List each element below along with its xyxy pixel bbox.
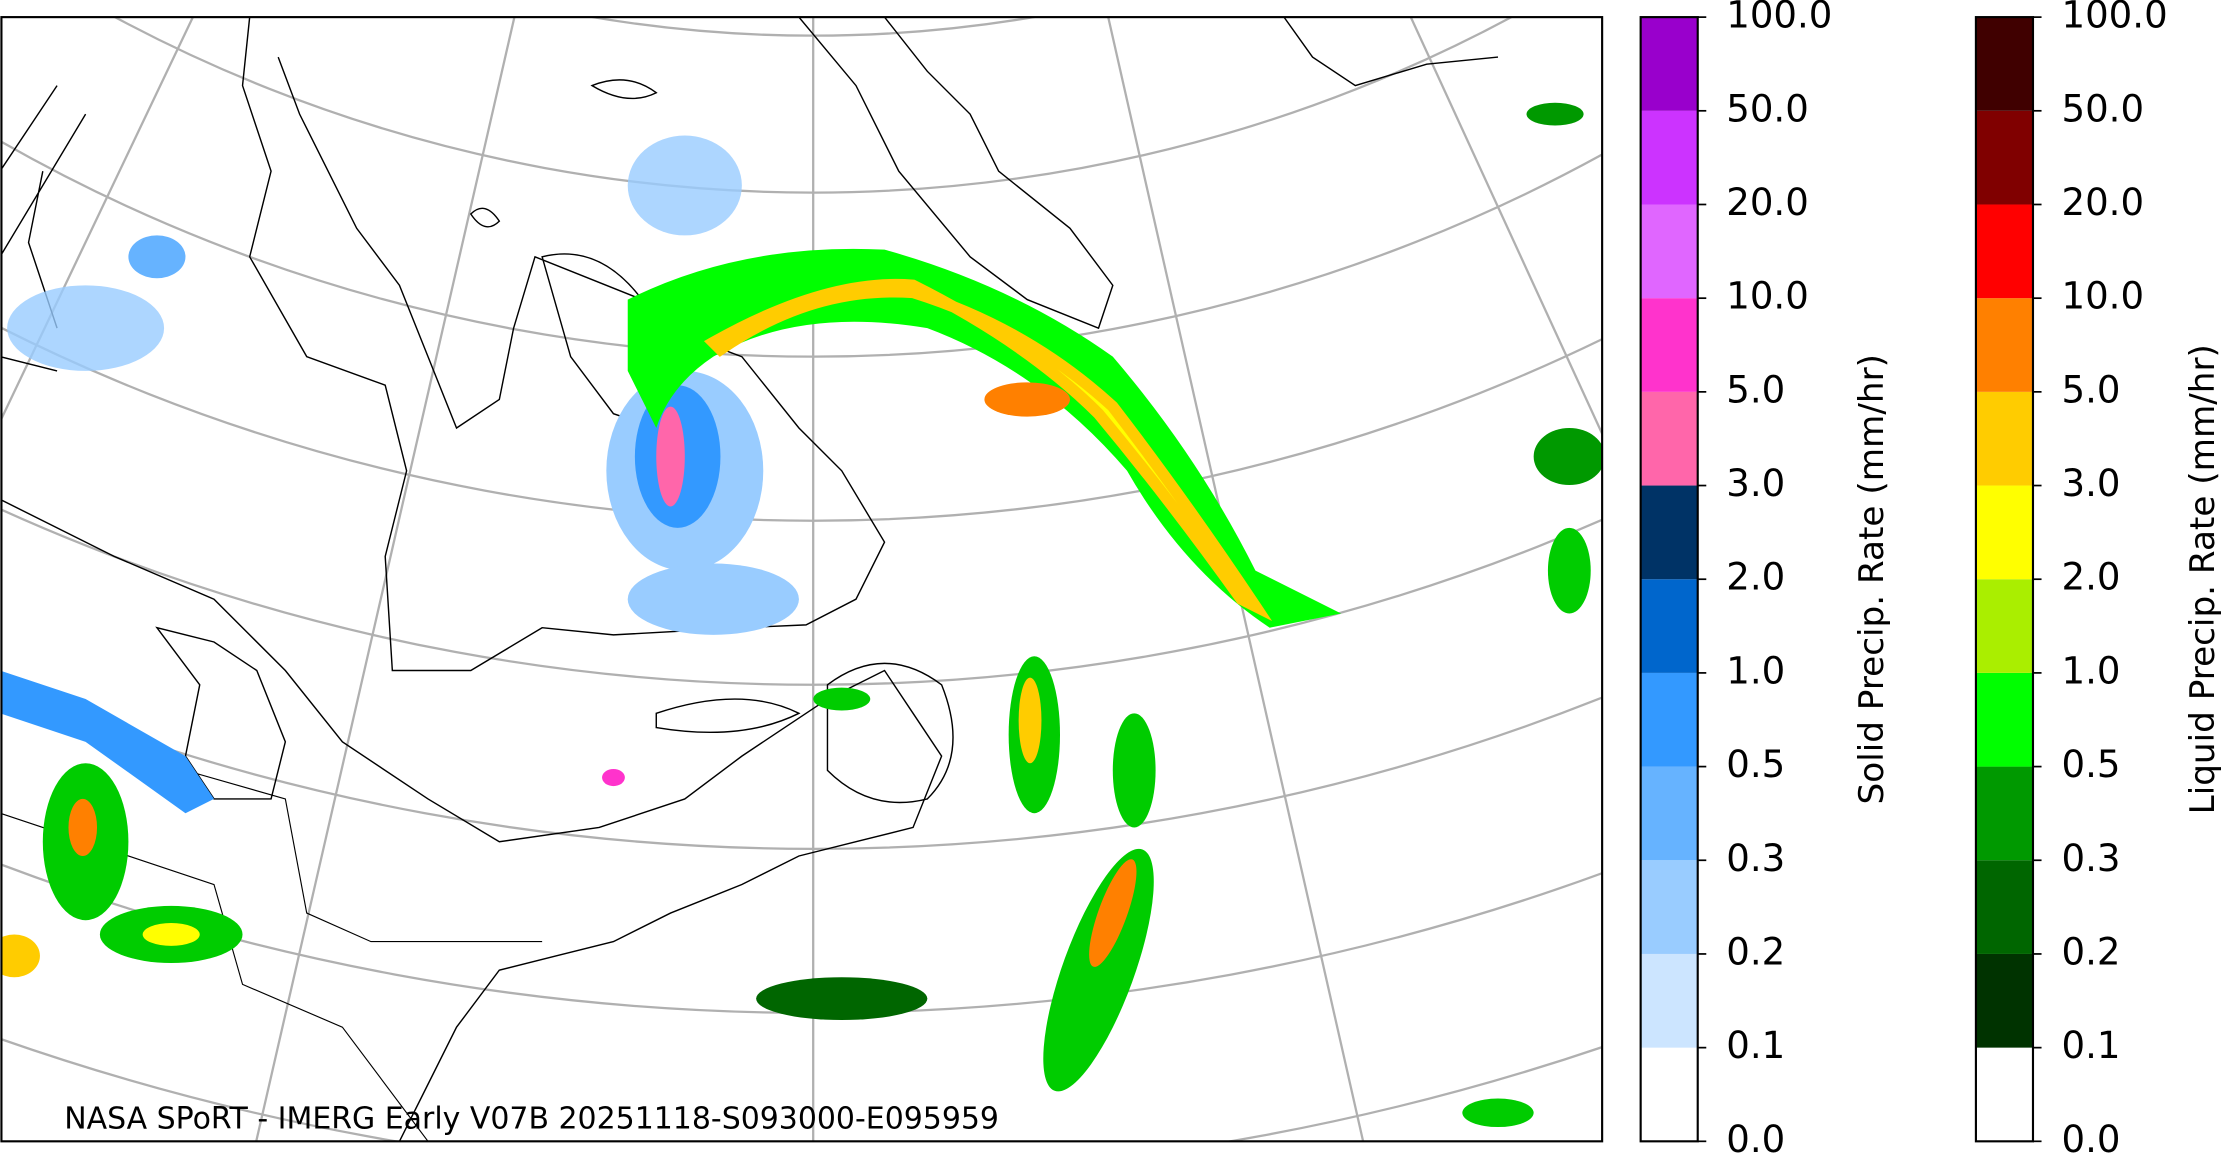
colorbar-tick-label: 0.1 <box>1726 1024 1785 1067</box>
caption: NASA SPoRT - IMERG Early V07B 20251118-S… <box>64 1101 999 1136</box>
colorbar-band <box>1640 17 1698 111</box>
colorbar-band <box>1975 766 2033 861</box>
colorbar-band <box>1640 672 1698 767</box>
colorbar-band <box>1975 579 2033 673</box>
colorbar-tick-label: 0.2 <box>2062 930 2121 973</box>
colorbar-tick-label: 2.0 <box>1726 556 1785 599</box>
colorbar-band <box>1975 672 2033 767</box>
colorbar-band <box>1975 17 2033 111</box>
colorbar-band <box>1640 110 1698 205</box>
colorbar-tick-label: 50.0 <box>2062 87 2145 130</box>
liquid-precip <box>1 102 1603 1128</box>
colorbar-band <box>1640 579 1698 673</box>
colorbar-label: Liquid Precip. Rate (mm/hr) <box>2183 344 2223 814</box>
colorbar-band <box>1640 860 1698 954</box>
colorbar-tick-label: 3.0 <box>1726 462 1785 505</box>
colorbar-band <box>1640 953 1698 1048</box>
colorbar-tick-label: 50.0 <box>1726 87 1809 130</box>
colorbar-tick-label: 5.0 <box>2062 368 2121 411</box>
colorbar-band <box>1640 1047 1698 1142</box>
colorbar-band <box>1640 391 1698 486</box>
colorbar-tick-label: 0.3 <box>2062 837 2121 880</box>
colorbar-tick-label: 5.0 <box>1726 368 1785 411</box>
solid-precip <box>1 135 799 814</box>
colorbar-band <box>1640 766 1698 861</box>
colorbar-tick-label: 0.0 <box>1726 1118 1785 1161</box>
colorbar-tick-label: 100.0 <box>1726 0 1832 37</box>
colorbar-band <box>1975 110 2033 205</box>
colorbar-tick-label: 0.5 <box>2062 743 2121 786</box>
colorbar-tick-label: 0.1 <box>2062 1024 2121 1067</box>
colorbar-tick-label: 20.0 <box>1726 181 1809 224</box>
colorbar-band <box>1975 391 2033 486</box>
colorbar-band <box>1640 485 1698 580</box>
map-frame <box>0 16 1604 1143</box>
colorbar-tick-label: 0.3 <box>1726 837 1785 880</box>
colorbar-tick-label: 1.0 <box>2062 649 2121 692</box>
colorbar-tick-label: 10.0 <box>1726 275 1809 318</box>
colorbar-band <box>1975 298 2033 392</box>
colorbar-tick-label: 100.0 <box>2062 0 2168 37</box>
colorbar-band <box>1975 953 2033 1048</box>
colorbar-band <box>1640 204 1698 299</box>
colorbar-label: Solid Precip. Rate (mm/hr) <box>1852 354 1892 804</box>
colorbar-tick-label: 3.0 <box>2062 462 2121 505</box>
colorbar-tick-label: 1.0 <box>1726 649 1785 692</box>
colorbar-tick-label: 0.0 <box>2062 1118 2121 1161</box>
colorbar-band <box>1975 485 2033 580</box>
colorbar-tick-label: 0.2 <box>1726 930 1785 973</box>
colorbar-tick-label: 10.0 <box>2062 275 2145 318</box>
colorbar-band <box>1975 860 2033 954</box>
colorbar-band <box>1640 298 1698 392</box>
colorbar-band <box>1975 204 2033 299</box>
colorbar-tick-label: 20.0 <box>2062 181 2145 224</box>
colorbar-band <box>1975 1047 2033 1142</box>
colorbar-tick-label: 0.5 <box>1726 743 1785 786</box>
colorbar-tick-label: 2.0 <box>2062 556 2121 599</box>
